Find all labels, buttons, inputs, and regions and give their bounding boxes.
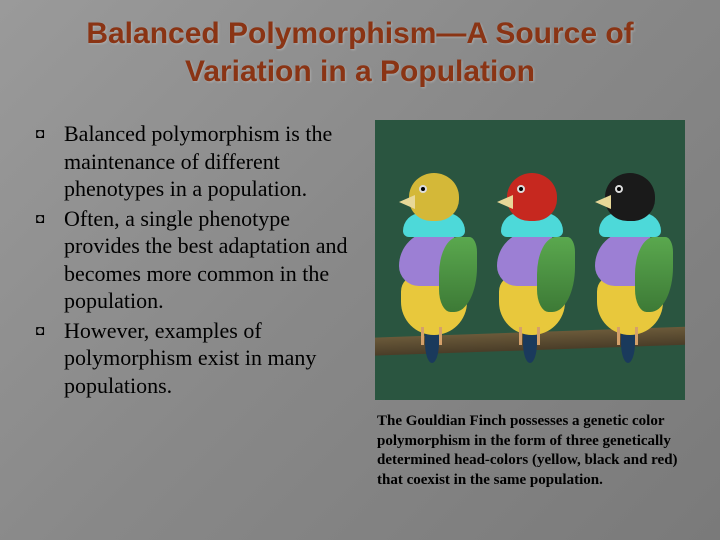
finch-yellow-head xyxy=(387,165,477,345)
bullet-text: Balanced polymorphism is the maintenance… xyxy=(64,120,360,203)
bullet-text: However, examples of polymorphism exist … xyxy=(64,317,360,400)
bullet-marker-icon: ◘ xyxy=(30,205,64,315)
bullet-item: ◘ However, examples of polymorphism exis… xyxy=(30,317,360,400)
bullet-item: ◘ Often, a single phenotype provides the… xyxy=(30,205,360,315)
slide-title: Balanced Polymorphism—A Source of Variat… xyxy=(30,15,690,90)
bullet-item: ◘ Balanced polymorphism is the maintenan… xyxy=(30,120,360,203)
bullet-text: Often, a single phenotype provides the b… xyxy=(64,205,360,315)
slide: Balanced Polymorphism—A Source of Variat… xyxy=(0,0,720,540)
bullet-marker-icon: ◘ xyxy=(30,317,64,400)
bullet-list: ◘ Balanced polymorphism is the maintenan… xyxy=(30,120,360,399)
bullet-column: ◘ Balanced polymorphism is the maintenan… xyxy=(30,120,360,490)
finch-black-head xyxy=(583,165,673,345)
finch-red-head xyxy=(485,165,575,345)
finch-illustration xyxy=(375,120,685,400)
image-caption: The Gouldian Finch possesses a genetic c… xyxy=(375,412,690,490)
image-column: The Gouldian Finch possesses a genetic c… xyxy=(375,120,690,490)
bullet-marker-icon: ◘ xyxy=(30,120,64,203)
content-row: ◘ Balanced polymorphism is the maintenan… xyxy=(30,120,690,490)
